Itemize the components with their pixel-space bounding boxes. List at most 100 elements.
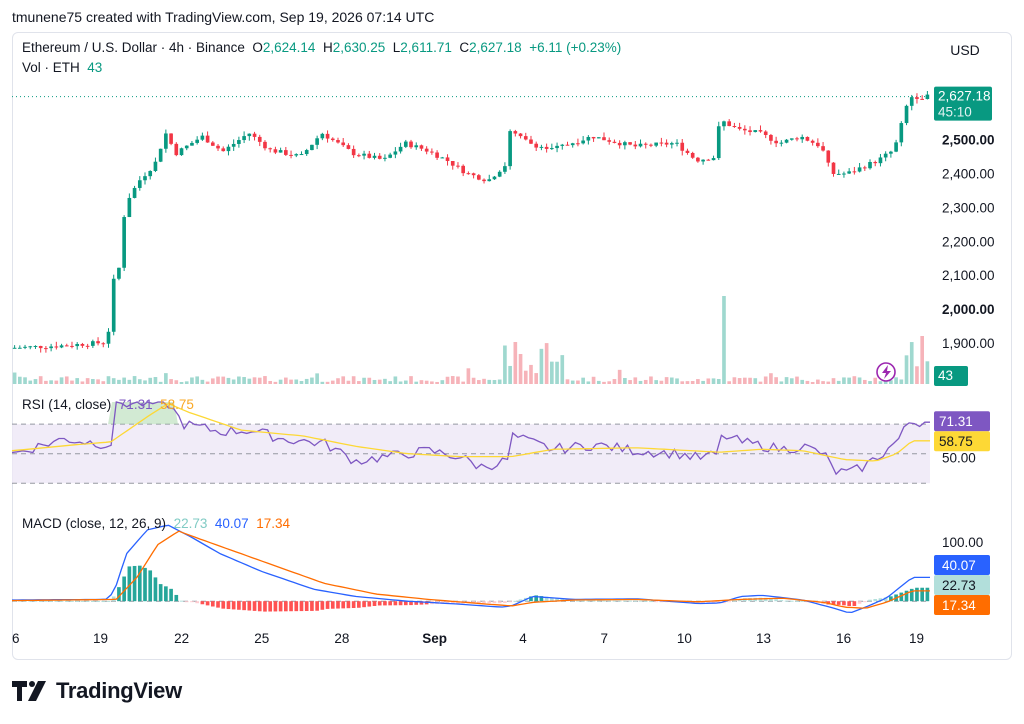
candle-body	[737, 126, 742, 129]
rsi-tick-label: 50.00	[942, 451, 976, 466]
volume-bar	[164, 373, 168, 384]
volume-bar	[247, 378, 252, 384]
volume-bar	[920, 336, 925, 384]
macd-histogram-bar	[586, 600, 591, 602]
chart-canvas[interactable]: 1,900.00 2,000.00 2,100.00 2,200.00 2,300.00…	[12, 32, 1010, 658]
macd-hist-value: 22.73	[173, 516, 208, 531]
macd-histogram-bar	[419, 601, 424, 605]
x-tick-label: 16	[12, 631, 20, 646]
macd-label[interactable]: MACD (close, 12, 26, 9)	[22, 516, 167, 531]
macd-value: 40.07	[214, 516, 249, 531]
volume-bar	[690, 381, 695, 384]
volume-bar	[826, 381, 831, 384]
volume-bar	[789, 378, 794, 384]
candle-body	[680, 142, 685, 151]
volume-label: Vol · ETH	[22, 60, 80, 75]
volume-bar	[226, 377, 231, 384]
candle-body	[649, 144, 653, 146]
volume-bar	[143, 380, 147, 384]
macd-histogram-bar	[539, 596, 544, 602]
macd-histogram-bar	[91, 601, 95, 603]
candle-body	[779, 142, 784, 144]
macd-histogram-bar	[106, 600, 111, 602]
candle-body	[91, 341, 95, 346]
candle-body	[550, 148, 554, 150]
volume-bar	[195, 376, 199, 384]
candle-body	[278, 150, 283, 153]
macd-histogram-bar	[789, 600, 794, 602]
credit-line: tmunene75 created with TradingView.com, …	[12, 9, 435, 25]
volume-bar	[117, 379, 121, 384]
candle-body	[826, 150, 831, 163]
volume-bar	[111, 378, 116, 384]
rsi-line	[12, 401, 930, 476]
candle-body	[357, 155, 361, 157]
brand-name: TradingView	[56, 678, 182, 703]
candle-body	[596, 137, 601, 139]
volume-bar	[64, 376, 69, 384]
candle-body	[430, 151, 434, 153]
symbol-title[interactable]: Ethereum / U.S. Dollar · 4h · Binance	[22, 40, 245, 55]
macd-histogram-bar	[263, 601, 267, 612]
volume-bar	[237, 376, 241, 384]
volume-bar	[899, 379, 904, 384]
candle-body	[17, 347, 22, 349]
macd-lines	[12, 524, 930, 614]
tradingview-logo[interactable]: TradingView	[12, 678, 182, 704]
volume-bar	[450, 376, 455, 384]
macd-histogram-bar	[205, 601, 210, 606]
macd-histogram-bar	[23, 600, 27, 602]
volume-bar	[612, 379, 617, 384]
volume-bar	[12, 372, 17, 384]
candle-body	[482, 179, 486, 182]
volume-bar	[273, 381, 278, 384]
candle-body	[315, 138, 319, 145]
volume-bar	[80, 381, 85, 384]
last-price-badge	[934, 86, 992, 121]
volume-bar	[179, 381, 184, 384]
candle-body	[310, 144, 314, 151]
volume-bar	[257, 377, 262, 384]
candle-body	[284, 150, 288, 155]
volume-bar	[284, 377, 288, 384]
volume-bar	[795, 376, 799, 384]
volume-bar	[424, 380, 429, 384]
macd-histogram-bar	[117, 587, 121, 602]
macd-histogram-bar	[143, 567, 147, 602]
rsi-band	[12, 423, 930, 484]
volume-bar	[456, 376, 460, 384]
volume-bar	[127, 379, 132, 384]
volume-bar	[711, 378, 716, 384]
candle-body	[899, 123, 904, 143]
macd-histogram-bar	[398, 601, 403, 606]
volume-bar	[821, 381, 825, 384]
candle-body	[299, 154, 304, 156]
volume-bar	[242, 377, 246, 384]
macd-histogram-bar	[122, 576, 126, 602]
volume-bar	[268, 380, 273, 384]
volume-bar	[106, 376, 111, 384]
currency-button[interactable]: USD	[950, 42, 980, 58]
candle-body	[716, 126, 721, 159]
candle-body	[403, 141, 408, 147]
candle-body	[894, 142, 898, 152]
candle-body	[743, 128, 747, 131]
candle-body	[508, 131, 512, 167]
volume-bar	[816, 379, 820, 384]
candle-body	[242, 136, 246, 141]
candle-body	[190, 142, 194, 146]
macd-histogram-bar	[576, 600, 580, 602]
macd-histogram-bar	[80, 600, 85, 602]
macd-histogram-bar	[482, 601, 486, 604]
macd-histogram-bar	[878, 598, 883, 602]
candle-body	[341, 142, 346, 146]
candle-body	[362, 153, 366, 156]
candle-body	[560, 144, 565, 146]
macd-histogram-bar	[727, 601, 732, 603]
candle-body	[351, 148, 356, 156]
candle-body	[137, 180, 142, 188]
rsi-label[interactable]: RSI (14, close)	[22, 397, 112, 412]
candle-body	[414, 145, 419, 148]
macd-histogram-bar	[904, 590, 909, 602]
volume-bar	[482, 378, 486, 384]
